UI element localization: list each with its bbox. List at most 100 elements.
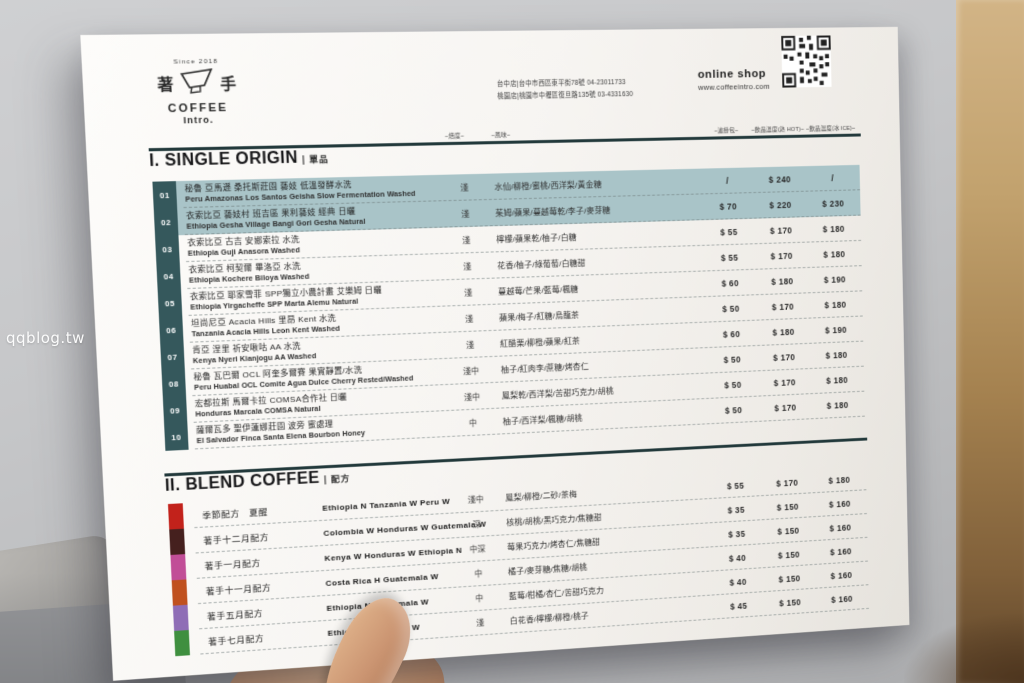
price-dripbag: $ 55 xyxy=(726,480,745,491)
price-hot: $ 170 xyxy=(770,225,793,236)
roast-level: 淺中 xyxy=(462,366,480,376)
price-ice: $ 190 xyxy=(825,324,847,336)
roast-level: 淺 xyxy=(461,209,470,219)
logo-zh-left: 著 xyxy=(156,76,174,95)
price-dripbag: $ 40 xyxy=(728,552,747,564)
price-ice: $ 180 xyxy=(822,223,845,235)
price-hot: $ 240 xyxy=(768,174,792,185)
price-hot: $ 170 xyxy=(771,301,795,313)
price-ice: $ 180 xyxy=(828,474,851,486)
blend-name: 著手五月配方 xyxy=(206,607,264,622)
store-addresses: 台中店|台中市西區東平街78號 04-23011733 桃園店|桃園市中壢區復旦… xyxy=(497,77,633,102)
blend-name: 著手十二月配方 xyxy=(203,531,270,546)
price-dripbag: $ 50 xyxy=(722,303,740,315)
roast-level: 淺 xyxy=(463,261,472,272)
price-ice: $ 180 xyxy=(826,400,849,411)
roast-level: 中 xyxy=(474,569,483,579)
online-shop-block: online shop www.coffeeintro.com xyxy=(698,68,770,92)
blend-color-chip xyxy=(172,604,189,631)
roast-level: 淺 xyxy=(476,618,485,628)
blend-name: 著手七月配方 xyxy=(207,632,265,647)
price-dripbag: $ 60 xyxy=(721,278,740,289)
row-number: 08 xyxy=(161,369,187,398)
price-dripbag: $ 45 xyxy=(730,600,748,612)
price-hot: $ 170 xyxy=(770,250,793,262)
price-dripbag: $ 50 xyxy=(723,354,741,365)
coffee-name: 衣索比亞 藝妓村 班吉區 果利藝妓 經典 日曬 Ethiopia Gesha Vi… xyxy=(186,204,452,232)
roast-level: 淺 xyxy=(462,235,471,245)
price-ice: $ 160 xyxy=(829,522,852,533)
qr-code-icon xyxy=(781,35,832,88)
price-ice: / xyxy=(831,173,835,184)
coffee-dripper-icon xyxy=(177,66,217,101)
roast-level: 淺 xyxy=(464,287,473,298)
price-ice: $ 160 xyxy=(831,593,853,605)
price-hot: $ 180 xyxy=(772,326,795,338)
price-hot: $ 150 xyxy=(778,572,801,584)
price-ice: $ 160 xyxy=(830,569,853,581)
price-hot: $ 180 xyxy=(771,276,794,287)
flavor-notes: 水仙/柳橙/蜜桃/西洋梨/黃金糖 xyxy=(494,179,602,192)
single-origin-title: I. SINGLE ORIGIN | 單品 xyxy=(149,149,329,172)
wood-door-background xyxy=(956,0,1024,683)
blog-watermark: qqblog.tw xyxy=(6,329,85,347)
row-number: 01 xyxy=(152,181,178,209)
price-hot: $ 150 xyxy=(778,549,800,561)
price-ice: $ 230 xyxy=(822,198,845,209)
website-url: www.coffeeintro.com xyxy=(697,81,770,92)
price-dripbag: $ 55 xyxy=(720,252,739,264)
price-ice: $ 160 xyxy=(829,498,851,510)
price-hot: $ 170 xyxy=(773,377,796,389)
price-ice: $ 160 xyxy=(830,545,852,557)
flavor-notes: 檸檬/蘋果乾/柚子/白糖 xyxy=(496,232,577,244)
price-dripbag: $ 35 xyxy=(728,528,746,540)
blend-color-chip xyxy=(174,630,190,657)
row-number: 05 xyxy=(157,289,183,317)
price-hot: $ 170 xyxy=(774,402,797,414)
logo-intro-text: Intro. xyxy=(183,114,214,126)
blend-color-chip xyxy=(170,554,187,581)
header-ice: ~飲品溫度(冰 ICE)~ xyxy=(805,125,856,133)
roast-level: 淺 xyxy=(465,340,475,350)
single-origin-subtitle: | 單品 xyxy=(301,153,329,165)
price-dripbag: $ 50 xyxy=(724,379,742,391)
flavor-notes: 蔓越莓/芒果/藍莓/楓糖 xyxy=(498,284,579,297)
price-hot: $ 170 xyxy=(773,352,796,363)
flavor-notes: 茱姆/蘋果/蔓越莓乾/李子/麥芽糖 xyxy=(495,205,611,218)
flavor-notes: 柚子/西洋梨/楓糖/胡桃 xyxy=(502,413,583,426)
flavor-notes: 白花香/檸檬/柳橙/桃子 xyxy=(509,611,590,626)
row-number: 03 xyxy=(155,235,180,264)
price-ice: $ 190 xyxy=(823,274,846,285)
blend-color-chip xyxy=(167,503,184,530)
roast-level: 淺中 xyxy=(467,494,484,505)
header-flavor: ~風味~ xyxy=(491,132,511,140)
coffee-name: 衣索比亞 古吉 安娜索拉 水洗 Ethiopia Guji Anasora Was… xyxy=(187,230,452,258)
row-number: 04 xyxy=(156,262,182,291)
price-dripbag: $ 35 xyxy=(727,504,745,515)
row-number: 06 xyxy=(158,316,184,344)
flavor-notes: 柚子/紅肉李/蔗糖/烤杏仁 xyxy=(500,361,590,375)
wood-shadow xyxy=(904,613,1024,683)
shop-logo: Since 2018 著 手 COFFEE Intro. xyxy=(129,58,264,126)
price-hot: $ 220 xyxy=(769,199,792,211)
price-hot: $ 150 xyxy=(777,525,800,537)
blend-color-chip xyxy=(171,579,188,606)
address-line-taoyuan: 桃園店|桃園市中壢區復旦路135號 03-4331630 xyxy=(497,90,634,100)
row-number: 09 xyxy=(162,396,188,425)
price-dripbag: $ 40 xyxy=(729,576,747,588)
online-shop-label: online shop xyxy=(697,68,767,81)
blend-name: 季節配方 夏醒 xyxy=(201,506,269,521)
blend-color-chip xyxy=(169,528,186,555)
roast-level: 中 xyxy=(468,418,478,428)
price-ice: $ 180 xyxy=(823,249,846,260)
blend-subtitle: | 配方 xyxy=(323,473,351,485)
price-hot: $ 150 xyxy=(776,501,799,513)
price-hot: $ 150 xyxy=(779,596,802,608)
price-ice: $ 180 xyxy=(824,299,847,311)
row-number: 07 xyxy=(160,342,185,371)
price-dripbag: $ 70 xyxy=(719,201,738,212)
price-dripbag: $ 60 xyxy=(722,329,741,340)
coffee-name: 秘魯 亞馬遜 桑托斯莊園 藝妓 低溫發酵水洗 Peru Amazonas Los … xyxy=(185,177,451,204)
row-number: 10 xyxy=(164,423,189,451)
